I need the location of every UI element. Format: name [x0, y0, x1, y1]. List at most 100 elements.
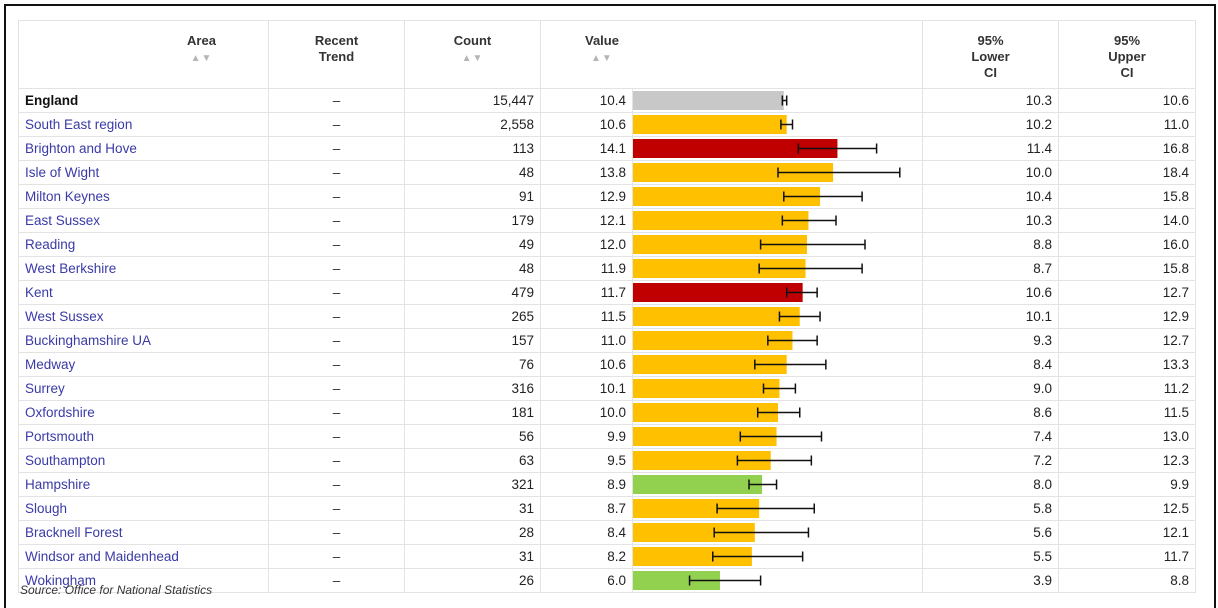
table-row: Bracknell Forest –28 8.4 5.6 12.1 — [18, 520, 1196, 545]
upper-ci-value: 11.7 — [1058, 544, 1196, 569]
value-label: 8.9 — [540, 472, 633, 497]
count-value: 265 — [404, 304, 541, 329]
value-bar[interactable] — [633, 547, 752, 566]
table-row: Brighton and Hove –113 14.1 11.4 16.8 — [18, 136, 1196, 161]
area-name[interactable]: Bracknell Forest — [18, 520, 269, 545]
sort-arrows-icon[interactable]: ▲▼ — [190, 53, 213, 64]
area-name[interactable]: Kent — [18, 280, 269, 305]
value-bar[interactable] — [633, 379, 780, 398]
value-label: 10.4 — [540, 88, 633, 113]
recent-trend: – — [268, 160, 405, 185]
value-bar[interactable] — [633, 475, 763, 494]
header-upper-line3: CI — [1120, 65, 1134, 80]
area-name[interactable]: Hampshire — [18, 472, 269, 497]
upper-ci-value: 9.9 — [1058, 472, 1196, 497]
area-name[interactable]: West Berkshire — [18, 256, 269, 281]
value-label: 11.9 — [540, 256, 633, 281]
table-row: Reading –49 12.0 8.8 16.0 — [18, 232, 1196, 257]
value-label: 14.1 — [540, 136, 633, 161]
count-value: 91 — [404, 184, 541, 209]
recent-trend: – — [268, 400, 405, 425]
value-label: 9.9 — [540, 424, 633, 449]
value-bar[interactable] — [633, 139, 838, 158]
header-count[interactable]: Count ▲▼ — [404, 20, 541, 89]
area-name[interactable]: Portsmouth — [18, 424, 269, 449]
upper-ci-value: 12.5 — [1058, 496, 1196, 521]
area-name[interactable]: Reading — [18, 232, 269, 257]
area-name[interactable]: West Sussex — [18, 304, 269, 329]
value-bar[interactable] — [633, 163, 834, 182]
lower-ci-value: 8.7 — [922, 256, 1059, 281]
area-name[interactable]: South East region — [18, 112, 269, 137]
table-row: South East region –2,558 10.6 10.2 11.0 — [18, 112, 1196, 137]
recent-trend: – — [268, 304, 405, 329]
area-name[interactable]: Windsor and Maidenhead — [18, 544, 269, 569]
lower-ci-value: 3.9 — [922, 568, 1059, 593]
header-value[interactable]: Value ▲▼ — [540, 20, 923, 89]
value-label: 10.0 — [540, 400, 633, 425]
value-label: 11.0 — [540, 328, 633, 353]
header-row: Area ▲▼ Recent Trend Count ▲▼ Value ▲▼ 9… — [18, 20, 1196, 89]
value-bar-cell — [632, 424, 923, 449]
value-bar[interactable] — [633, 331, 793, 350]
upper-ci-value: 11.0 — [1058, 112, 1196, 137]
value-bar[interactable] — [633, 499, 760, 518]
value-bar[interactable] — [633, 451, 771, 470]
lower-ci-value: 10.1 — [922, 304, 1059, 329]
table-row: Slough –31 8.7 5.8 12.5 — [18, 496, 1196, 521]
sort-arrows-icon[interactable]: ▲▼ — [461, 53, 484, 64]
area-name[interactable]: Wokingham — [18, 568, 269, 593]
value-bar[interactable] — [633, 187, 821, 206]
header-lower-line1: 95% — [977, 33, 1004, 48]
table-row: Oxfordshire –181 10.0 8.6 11.5 — [18, 400, 1196, 425]
value-bar[interactable] — [633, 91, 784, 110]
value-bar-svg — [633, 235, 866, 254]
value-bar[interactable] — [633, 211, 809, 230]
area-name[interactable]: Buckinghamshire UA — [18, 328, 269, 353]
table-row: Hampshire –321 8.9 8.0 9.9 — [18, 472, 1196, 497]
sort-arrows-icon[interactable]: ▲▼ — [591, 53, 613, 64]
area-name[interactable]: Medway — [18, 352, 269, 377]
area-name[interactable]: East Sussex — [18, 208, 269, 233]
value-bar-svg — [633, 139, 878, 158]
value-bar[interactable] — [633, 115, 787, 134]
area-name[interactable]: Oxfordshire — [18, 400, 269, 425]
value-bar[interactable] — [633, 235, 807, 254]
area-name[interactable]: Surrey — [18, 376, 269, 401]
count-value: 2,558 — [404, 112, 541, 137]
table-row: West Sussex –265 11.5 10.1 12.9 — [18, 304, 1196, 329]
value-bar[interactable] — [633, 283, 803, 302]
upper-ci-value: 18.4 — [1058, 160, 1196, 185]
value-bar-cell — [632, 352, 923, 377]
count-value: 76 — [404, 352, 541, 377]
area-name[interactable]: Southampton — [18, 448, 269, 473]
header-upper-line2: Upper — [1108, 49, 1146, 64]
area-name[interactable]: Milton Keynes — [18, 184, 269, 209]
area-name[interactable]: Brighton and Hove — [18, 136, 269, 161]
value-bar[interactable] — [633, 259, 806, 278]
header-area[interactable]: Area ▲▼ — [18, 20, 269, 89]
value-label: 12.1 — [540, 208, 633, 233]
value-bar[interactable] — [633, 355, 787, 374]
upper-ci-value: 16.0 — [1058, 232, 1196, 257]
value-bar-svg — [633, 475, 778, 494]
recent-trend: – — [268, 352, 405, 377]
value-bar[interactable] — [633, 523, 755, 542]
upper-ci-value: 12.9 — [1058, 304, 1196, 329]
value-bar[interactable] — [633, 307, 800, 326]
upper-ci-value: 10.6 — [1058, 88, 1196, 113]
value-bar[interactable] — [633, 571, 720, 590]
header-value-label: Value — [585, 33, 619, 48]
area-name[interactable]: Isle of Wight — [18, 160, 269, 185]
value-bar-cell — [632, 256, 923, 281]
count-value: 321 — [404, 472, 541, 497]
value-bar[interactable] — [633, 403, 778, 422]
upper-ci-value: 11.5 — [1058, 400, 1196, 425]
count-value: 48 — [404, 256, 541, 281]
lower-ci-value: 5.6 — [922, 520, 1059, 545]
value-bar-svg — [633, 187, 863, 206]
value-bar-cell — [632, 184, 923, 209]
value-bar-cell — [632, 448, 923, 473]
area-name[interactable]: Slough — [18, 496, 269, 521]
table-row: East Sussex –179 12.1 10.3 14.0 — [18, 208, 1196, 233]
